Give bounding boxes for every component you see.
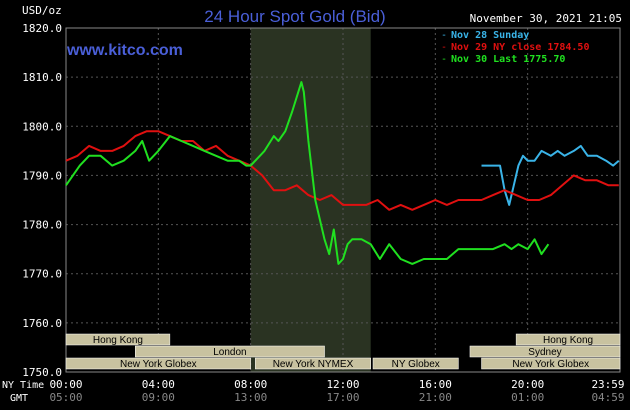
session-label: Sydney bbox=[528, 347, 561, 358]
x-tick-label-gmt: 09:00 bbox=[142, 391, 175, 404]
x-tick-label-ny: 04:00 bbox=[142, 378, 175, 391]
session-box bbox=[255, 357, 371, 370]
site-url: www.kitco.com bbox=[66, 42, 183, 59]
session-label: Hong Kong bbox=[93, 335, 143, 346]
x-tick-label-ny: 00:00 bbox=[49, 378, 82, 391]
session-box bbox=[469, 345, 621, 358]
series-line-nov28 bbox=[481, 144, 620, 206]
x-tick-label-gmt: 01:00 bbox=[511, 391, 544, 404]
series-line-nov29 bbox=[65, 130, 619, 211]
nymex-session-shading bbox=[250, 28, 371, 372]
y-tick-label: 1760.0 bbox=[22, 317, 62, 330]
x-tick-label-ny: 16:00 bbox=[419, 378, 452, 391]
x-tick-label-gmt: 21:00 bbox=[419, 391, 452, 404]
y-tick-label: 1770.0 bbox=[22, 268, 62, 281]
timestamp: November 30, 2021 21:05 bbox=[470, 12, 622, 25]
currency-label: USD/oz bbox=[22, 4, 62, 17]
legend-dash-nov29: - bbox=[441, 42, 447, 53]
legend-nov28: Nov 28 Sunday bbox=[451, 30, 529, 41]
session-label: New York Globex bbox=[512, 359, 589, 370]
gmt-label: GMT bbox=[10, 393, 28, 404]
y-tick-label: 1780.0 bbox=[22, 219, 62, 232]
x-tick-label-gmt: 17:00 bbox=[326, 391, 359, 404]
chart-title: 24 Hour Spot Gold (Bid) bbox=[204, 7, 385, 26]
legend-dash-nov28: - bbox=[441, 30, 447, 41]
session-label: New York NYMEX bbox=[273, 359, 354, 370]
session-label: New York Globex bbox=[120, 359, 197, 370]
x-tick-label-ny: 23:59 bbox=[591, 378, 624, 391]
x-tick-label-ny: 08:00 bbox=[234, 378, 267, 391]
session-box bbox=[515, 333, 621, 346]
session-label: NY Globex bbox=[392, 359, 440, 370]
y-tick-label: 1820.0 bbox=[22, 22, 62, 35]
session-box bbox=[135, 345, 325, 358]
session-label: London bbox=[213, 347, 246, 358]
x-tick-label-gmt: 04:59 bbox=[591, 391, 624, 404]
x-tick-label-ny: 20:00 bbox=[511, 378, 544, 391]
series-line-nov30 bbox=[65, 81, 550, 265]
y-tick-label: 1790.0 bbox=[22, 169, 62, 182]
legend-nov30: Nov 30 Last 1775.70 bbox=[451, 54, 565, 65]
session-box bbox=[65, 357, 251, 370]
y-tick-label: 1800.0 bbox=[22, 120, 62, 133]
x-tick-label-gmt: 13:00 bbox=[234, 391, 267, 404]
legend-dash-nov30: - bbox=[441, 54, 447, 65]
y-tick-label: 1750.0 bbox=[22, 366, 62, 379]
legend-nov29: Nov 29 NY close 1784.50 bbox=[451, 42, 589, 53]
y-tick-label: 1810.0 bbox=[22, 71, 62, 84]
session-label: Hong Kong bbox=[543, 335, 593, 346]
session-box bbox=[65, 333, 171, 346]
plot-frame bbox=[65, 27, 621, 373]
session-box bbox=[372, 357, 459, 370]
ny-time-label: NY Time bbox=[2, 380, 44, 391]
legend: - Nov 28 Sunday - Nov 29 NY close 1784.5… bbox=[441, 30, 589, 65]
session-box bbox=[481, 357, 621, 370]
x-tick-label-gmt: 05:00 bbox=[49, 391, 82, 404]
x-tick-label-ny: 12:00 bbox=[326, 378, 359, 391]
